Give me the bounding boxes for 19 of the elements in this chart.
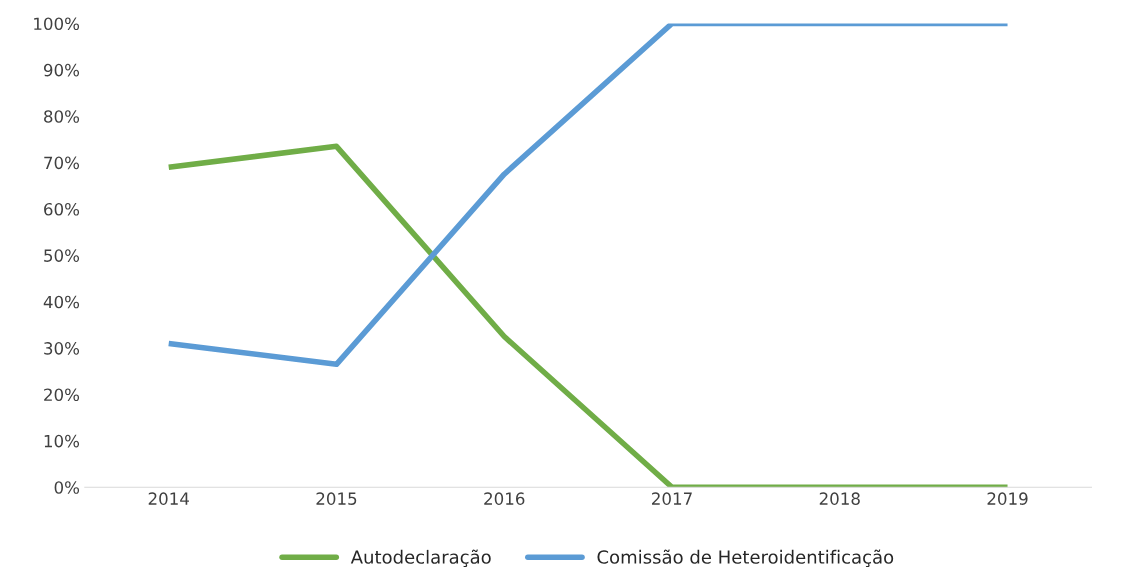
x-tick-label: 2015 bbox=[316, 492, 357, 505]
legend-label: Comissão de Heteroidentificação bbox=[597, 549, 894, 568]
x-tick-label: 2017 bbox=[652, 492, 692, 505]
y-tick-label: 50% bbox=[44, 249, 80, 262]
y-tick-label: 60% bbox=[44, 202, 80, 216]
y-tick-label: 90% bbox=[43, 63, 80, 77]
x-tick-label: 2016 bbox=[484, 492, 525, 505]
x-tick-label: 2019 bbox=[987, 492, 1028, 505]
y-tick-label: 30% bbox=[44, 342, 80, 355]
y-tick-label: 20% bbox=[44, 388, 80, 402]
legend-label: Autodeclaração bbox=[350, 549, 491, 568]
y-tick-label: 70% bbox=[44, 156, 80, 170]
x-tick-label: 2018 bbox=[819, 492, 860, 505]
x-tick-label: 2014 bbox=[148, 492, 189, 505]
y-tick-label: 40% bbox=[43, 295, 80, 309]
y-tick-label: 80% bbox=[44, 110, 80, 123]
y-tick-label: 100% bbox=[34, 17, 80, 31]
y-tick-label: 10% bbox=[44, 434, 80, 448]
y-tick-label: 0% bbox=[54, 481, 80, 494]
